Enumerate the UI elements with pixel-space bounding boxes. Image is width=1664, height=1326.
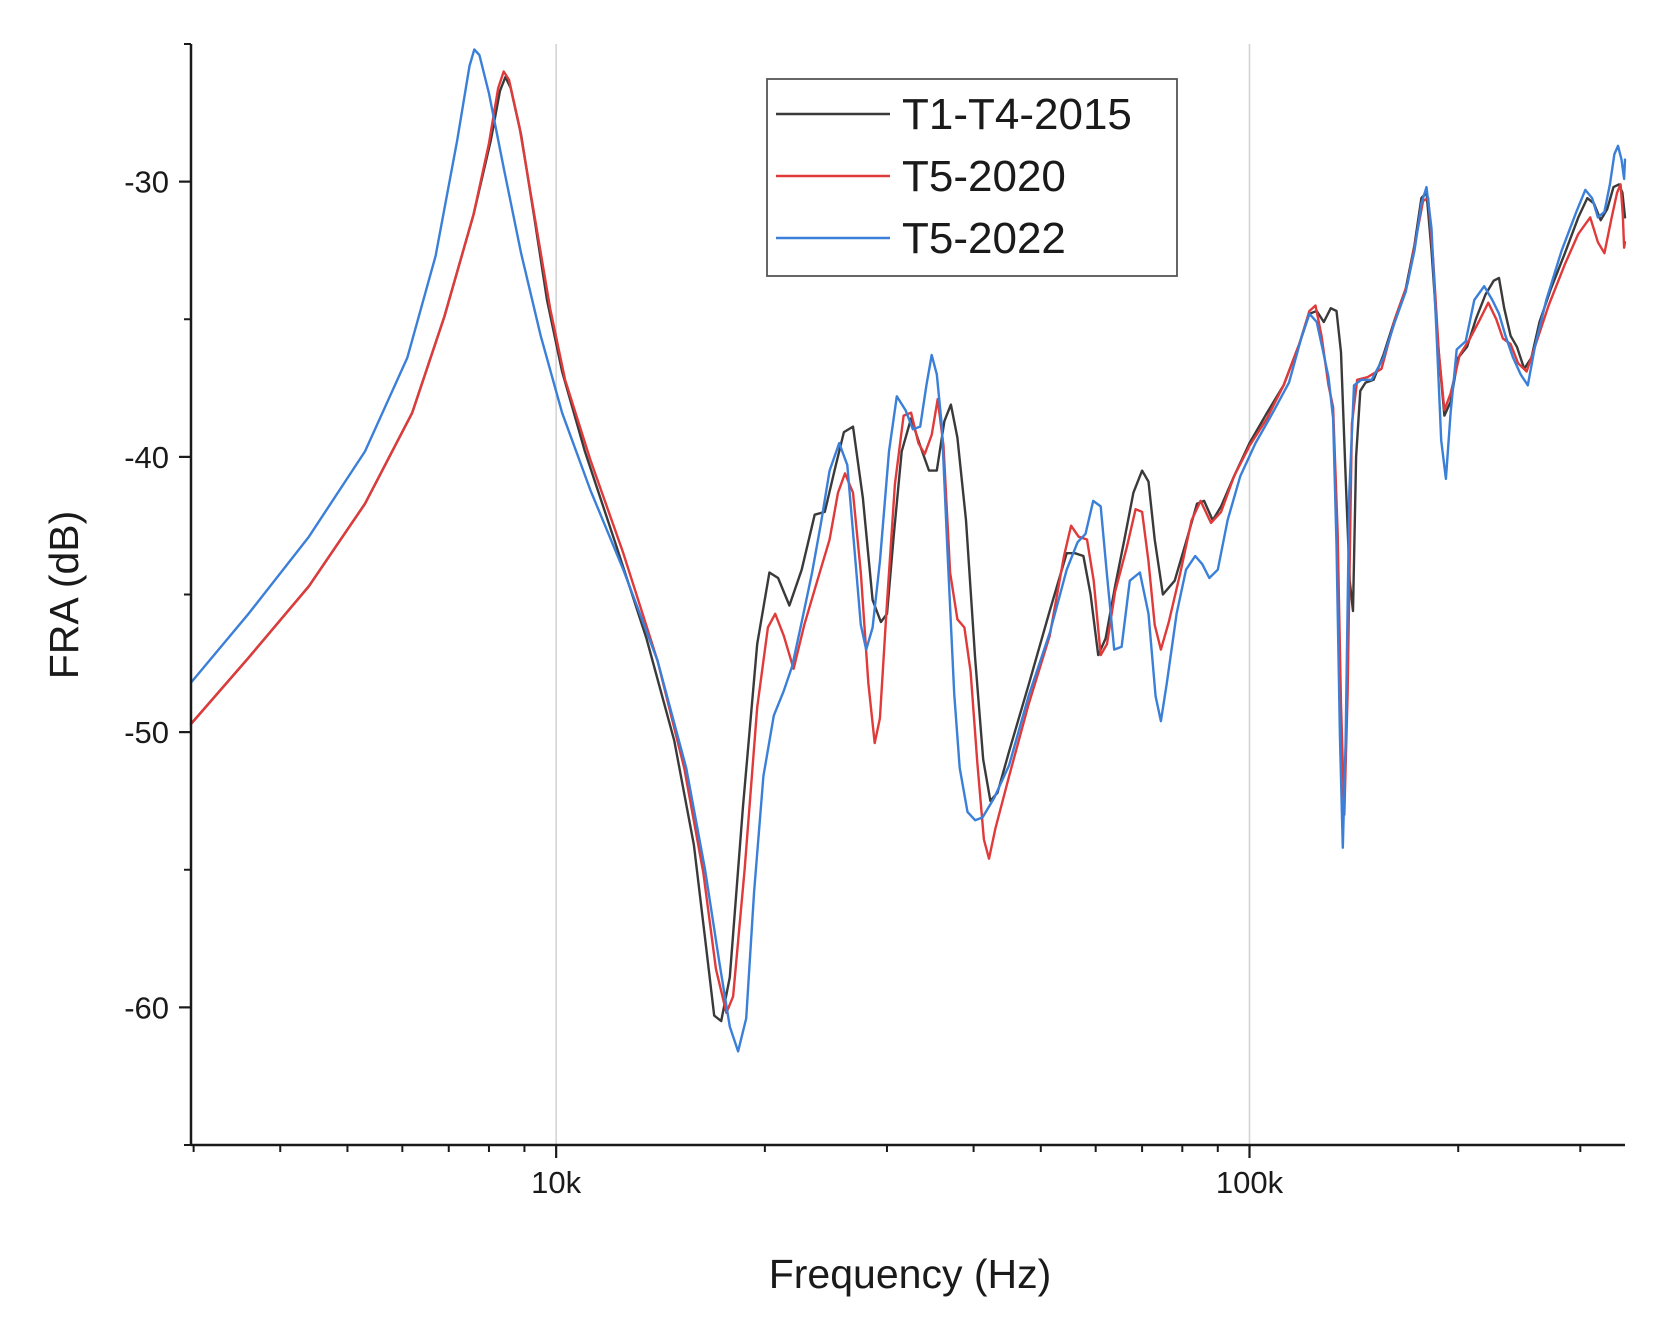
series-layer xyxy=(189,48,1627,1053)
legend-label-0: T1-T4-2015 xyxy=(902,90,1132,139)
x-axis-label: Frequency (Hz) xyxy=(769,1251,1052,1297)
x-tick-label-0: 10k xyxy=(531,1165,581,1200)
series-line-2 xyxy=(189,48,1627,1053)
legend-box xyxy=(766,78,1178,277)
y-axis-label: FRA (dB) xyxy=(41,511,87,680)
legend-label-1: T5-2020 xyxy=(902,152,1066,201)
grid-layer xyxy=(555,44,1251,1145)
y-tick-label-1: -40 xyxy=(124,440,169,475)
y-tick-label-0: -30 xyxy=(124,165,169,200)
ticks-layer: -30 -40 -50 -60 10k 100k xyxy=(124,43,1582,1200)
y-tick-label-3: -60 xyxy=(124,990,169,1025)
y-tick-label-2: -50 xyxy=(124,715,169,750)
x-tick-label-1: 100k xyxy=(1216,1165,1284,1200)
legend: T1-T4-2015 T5-2020 T5-2022 xyxy=(766,78,1178,277)
legend-label-2: T5-2022 xyxy=(902,214,1066,263)
